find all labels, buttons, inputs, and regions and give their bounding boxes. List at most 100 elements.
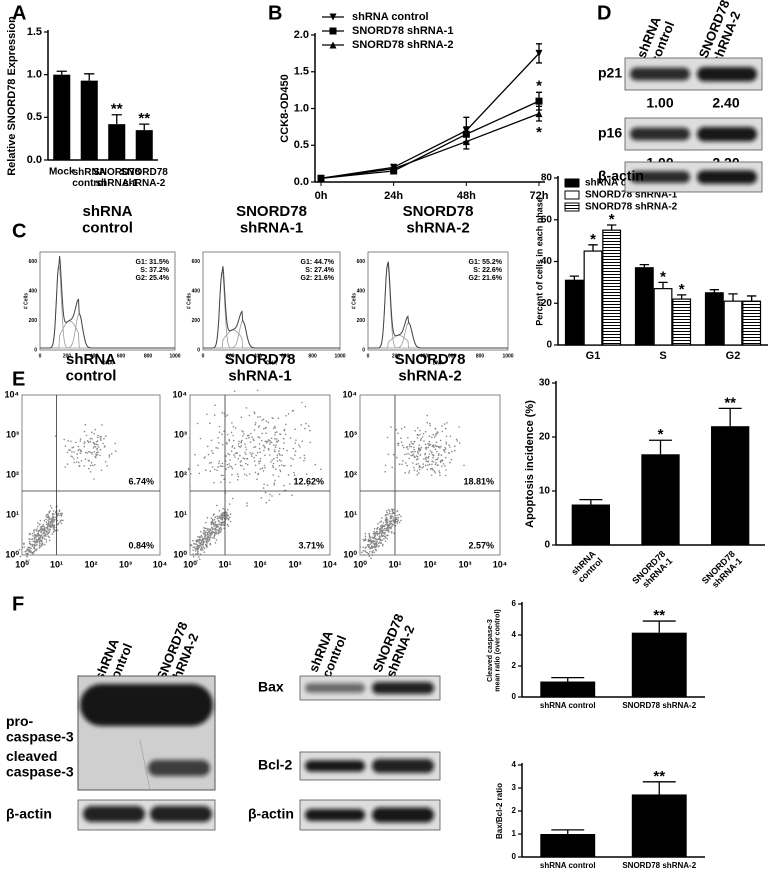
x-tick-label: 1000 (169, 353, 180, 359)
significance-label: ** (653, 607, 665, 624)
event-dot (303, 459, 305, 462)
text-line: shRNA-1 (228, 367, 291, 384)
error-bar (551, 676, 585, 682)
lane-label: shRNAcontrol (92, 636, 136, 688)
event-dot (367, 538, 370, 541)
event-dot (231, 422, 233, 424)
event-dot (37, 526, 39, 528)
event-dot (37, 533, 40, 536)
event-dot (217, 532, 220, 535)
event-dot (202, 532, 204, 534)
event-dot (59, 521, 61, 523)
event-dot (273, 425, 276, 428)
y-tick-label: 0.0 (294, 176, 309, 188)
blot-band (148, 760, 210, 776)
event-dot (46, 533, 48, 536)
event-dot (203, 457, 206, 459)
event-dot (96, 453, 99, 456)
event-dot (266, 441, 268, 444)
y-tick-label: 0 (197, 347, 200, 353)
event-dot (425, 456, 427, 459)
event-dot (449, 461, 451, 464)
event-dot (38, 546, 41, 549)
event-dot (231, 473, 233, 476)
event-dot (412, 466, 415, 469)
event-dot (95, 453, 97, 455)
x-tick-label: 800 (144, 353, 153, 359)
event-dot (47, 529, 49, 531)
event-dot (215, 447, 217, 449)
event-dot (216, 515, 218, 518)
event-dot (429, 422, 431, 425)
event-dot (72, 446, 75, 449)
event-dot (100, 439, 102, 441)
event-dot (41, 539, 43, 542)
event-dot (212, 522, 215, 524)
event-dot (219, 524, 221, 526)
event-dot (242, 457, 245, 460)
significance-label: * (590, 231, 596, 248)
event-dot (384, 533, 386, 535)
event-dot (384, 519, 387, 521)
event-dot (228, 438, 231, 441)
event-dot (204, 535, 206, 538)
significance-label: * (536, 124, 542, 141)
event-dot (258, 460, 260, 463)
x-tick-label: 1000 (334, 353, 345, 359)
event-dot (243, 457, 246, 460)
row-label: p16 (598, 125, 622, 141)
event-dot (268, 499, 271, 502)
bar (631, 794, 687, 857)
event-dot (440, 454, 443, 456)
event-dot (213, 468, 216, 471)
event-dot (217, 517, 219, 520)
event-dot (84, 423, 87, 426)
y-tick-label: 10³ (344, 429, 357, 439)
event-dot (214, 542, 217, 544)
quadrant-percent: 6.74% (128, 476, 154, 486)
event-dot (43, 537, 46, 540)
x-tick-label: SNORD78 shRNA-2 (622, 861, 696, 870)
event-dot (214, 404, 216, 407)
event-dot (41, 534, 43, 536)
event-dot (250, 432, 252, 435)
event-dot (79, 452, 82, 455)
event-dot (60, 519, 63, 521)
event-dot (263, 464, 266, 467)
event-dot (205, 542, 208, 544)
event-dot (253, 460, 256, 463)
y-tick-label: 0 (34, 347, 37, 353)
event-dot (198, 538, 201, 540)
event-dot (233, 447, 236, 450)
event-dot (213, 525, 215, 528)
event-dot (259, 460, 262, 463)
event-dot (24, 550, 27, 553)
event-dot (384, 536, 387, 539)
event-dot (292, 447, 295, 450)
event-dot (49, 528, 51, 530)
event-dot (428, 435, 431, 438)
plot-title: shRNA control (66, 351, 117, 385)
event-dot (220, 518, 222, 520)
event-dot (276, 441, 279, 443)
text-line: control (72, 178, 106, 189)
event-dot (397, 444, 400, 447)
event-dot (428, 463, 431, 466)
event-dot (437, 454, 440, 457)
event-dot (214, 529, 217, 531)
event-dot (418, 466, 421, 468)
event-dot (89, 437, 92, 440)
y-tick-label: 400 (192, 289, 201, 295)
event-dot (208, 539, 211, 541)
event-dot (35, 539, 38, 541)
event-dot (408, 472, 410, 474)
event-dot (304, 405, 307, 408)
event-dot (450, 458, 453, 461)
event-dot (58, 510, 61, 513)
event-dot (40, 544, 43, 547)
event-dot (408, 457, 410, 460)
y-tick-label: 200 (192, 318, 201, 324)
event-dot (272, 474, 275, 476)
event-dot (39, 519, 42, 522)
event-dot (47, 524, 50, 527)
